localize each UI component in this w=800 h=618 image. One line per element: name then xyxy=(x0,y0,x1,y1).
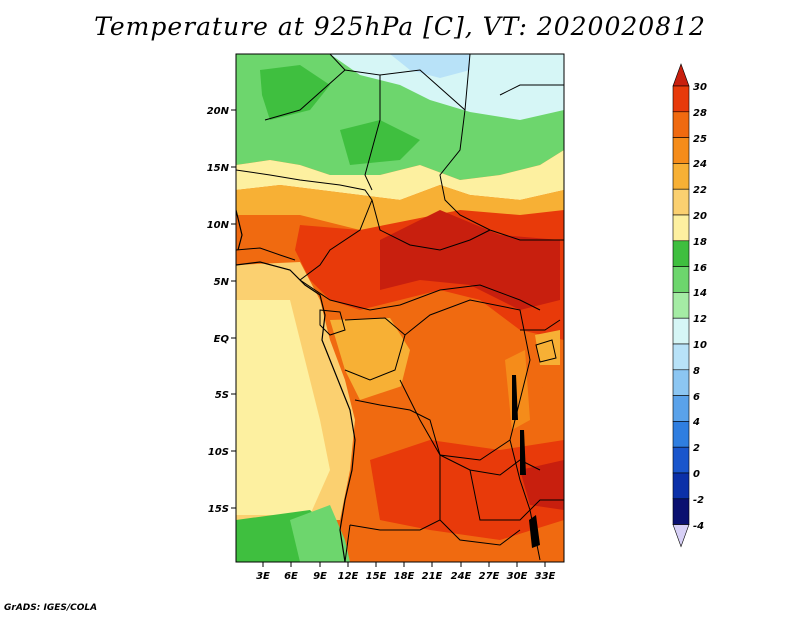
lon-label: 30E xyxy=(507,571,528,582)
colorbar-label: 24 xyxy=(693,159,707,170)
colorbar-label: 28 xyxy=(693,108,707,119)
colorbar-label: 22 xyxy=(693,185,707,196)
lon-label: 21E xyxy=(422,571,443,582)
colorbar-swatch xyxy=(672,292,690,319)
lon-label: 24E xyxy=(451,571,472,582)
lat-label: 10S xyxy=(208,447,229,458)
colorbar-swatch xyxy=(672,214,690,242)
lon-label: 12E xyxy=(338,571,359,582)
latitude-axis: 20N 15N 10N 5N EQ 5S 10S 15S xyxy=(207,106,236,515)
credit-label: GrADS: IGES/COLA xyxy=(4,603,98,613)
lat-label: 10N xyxy=(207,220,230,231)
colorbar-swatch xyxy=(672,498,690,525)
colorbar-swatch xyxy=(672,85,690,113)
chart-title: Temperature at 925hPa [C], VT: 202002081… xyxy=(94,12,706,41)
map-frame xyxy=(235,53,565,563)
colorbar-label: 30 xyxy=(693,82,707,93)
lon-label: 27E xyxy=(479,571,500,582)
colorbar-swatches xyxy=(672,63,690,548)
colorbar-swatch xyxy=(672,369,690,396)
colorbar-swatch xyxy=(672,343,690,371)
colorbar-labels: 30 28 25 24 22 20 18 16 14 12 10 8 6 4 2… xyxy=(692,82,707,532)
colorbar-label: -4 xyxy=(693,521,704,532)
lon-label: 9E xyxy=(313,571,327,582)
colorbar-swatch xyxy=(672,395,690,422)
lon-label: 18E xyxy=(394,571,415,582)
colorbar-label: 10 xyxy=(693,340,707,351)
lat-label: 20N xyxy=(207,106,230,117)
longitude-axis: 3E 6E 9E 12E 15E 18E 21E 24E 27E 30E 33E xyxy=(256,562,556,582)
lat-label: EQ xyxy=(214,334,230,345)
colorbar-swatch xyxy=(672,137,690,164)
lat-label: 15N xyxy=(207,163,230,174)
colorbar-swatch xyxy=(672,421,690,448)
colorbar-label: 25 xyxy=(693,134,707,145)
colorbar-swatch xyxy=(672,524,690,548)
lat-label: 5S xyxy=(215,390,229,401)
lon-label: 33E xyxy=(535,571,556,582)
colorbar-swatch xyxy=(672,111,690,138)
colorbar-label: 12 xyxy=(693,314,707,325)
colorbar-swatch xyxy=(672,240,690,267)
lakes xyxy=(512,339,557,548)
colorbar-swatch xyxy=(672,188,690,216)
colorbar-label: 2 xyxy=(693,443,700,454)
colorbar-swatch xyxy=(672,163,690,190)
colorbar-label: -2 xyxy=(693,495,704,506)
colorbar-label: 16 xyxy=(693,263,707,274)
colorbar-swatch xyxy=(672,446,690,474)
colorbar-label: 20 xyxy=(693,211,707,222)
lon-label: 6E xyxy=(284,571,298,582)
lon-label: 15E xyxy=(366,571,387,582)
colorbar-swatch xyxy=(672,317,690,345)
colorbar-label: 8 xyxy=(693,366,700,377)
colorbar-label: 6 xyxy=(693,392,700,403)
lat-label: 15S xyxy=(208,504,229,515)
coastline xyxy=(236,209,356,562)
lat-label: 5N xyxy=(214,277,230,288)
colorbar-label: 18 xyxy=(693,237,707,248)
colorbar-swatch xyxy=(672,266,690,293)
colorbar-label: 4 xyxy=(692,417,700,428)
colorbar-swatch xyxy=(672,472,690,500)
colorbar-label: 14 xyxy=(693,288,707,299)
colorbar-swatch xyxy=(672,63,690,87)
country-borders xyxy=(236,54,564,562)
colorbar-label: 0 xyxy=(693,469,700,480)
lon-label: 3E xyxy=(256,571,270,582)
